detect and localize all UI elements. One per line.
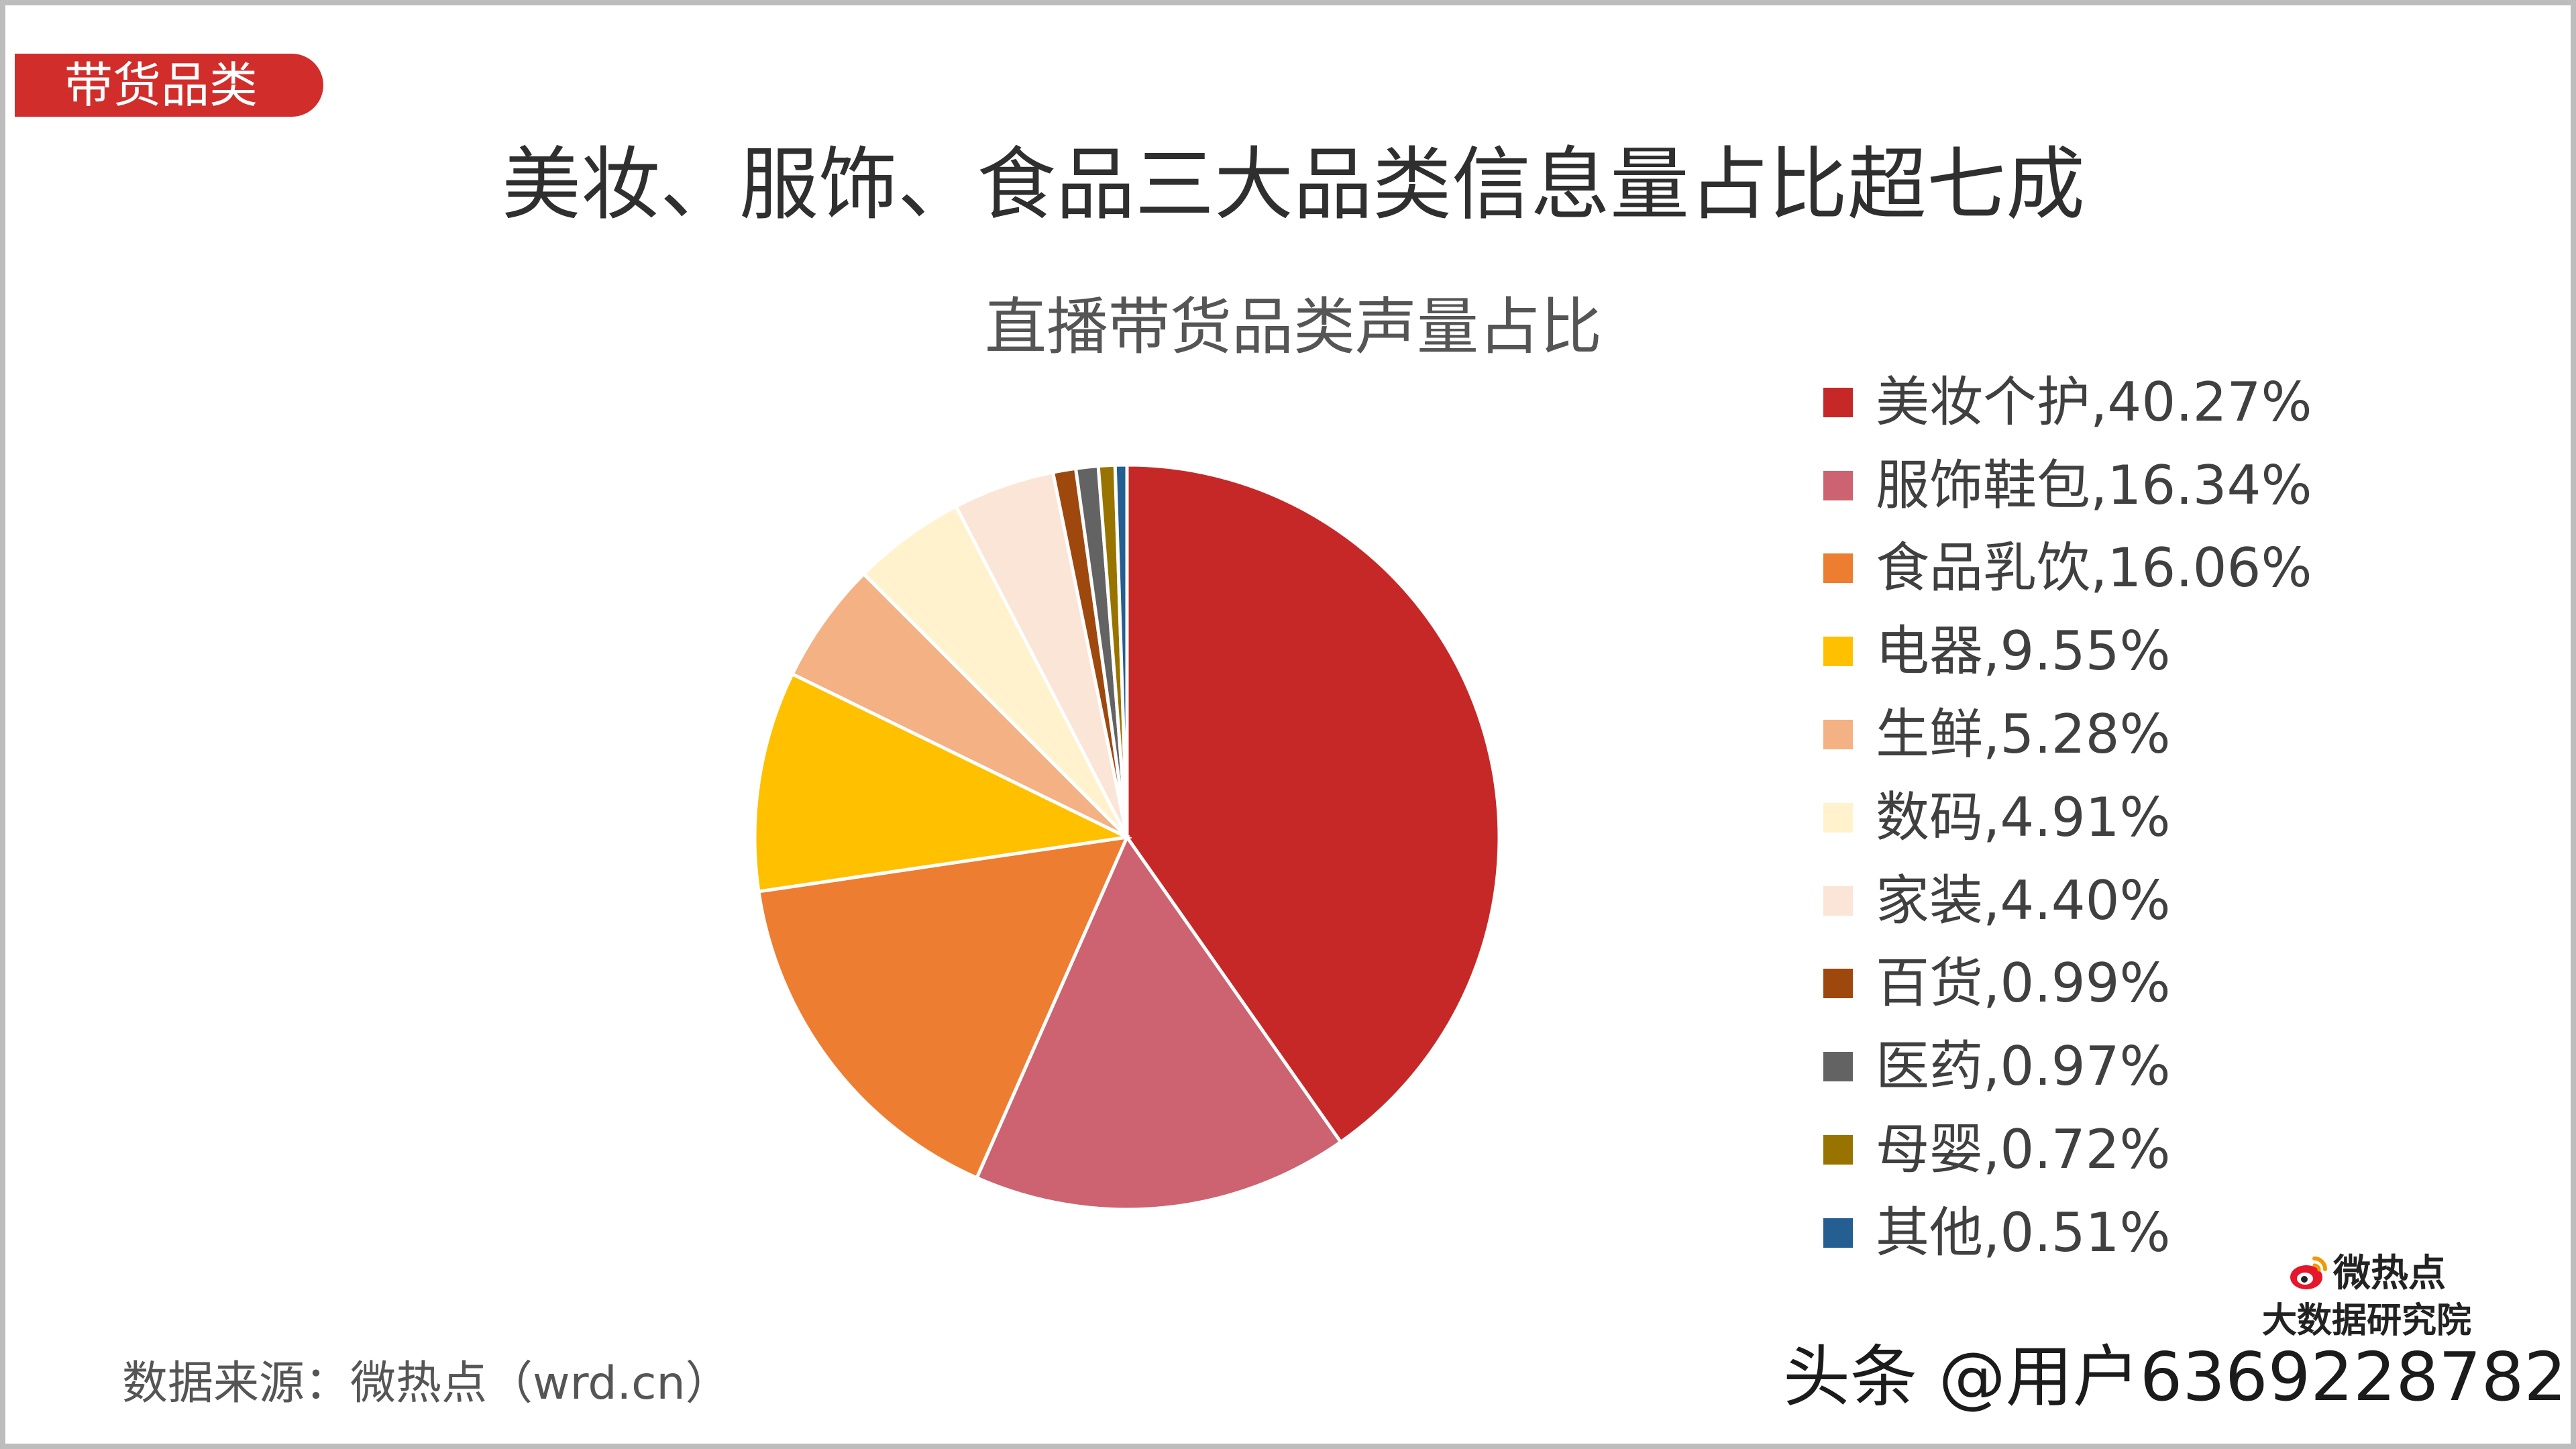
- legend-label: 电器,9.55%: [1876, 620, 2171, 683]
- pie-chart: [753, 463, 1501, 1212]
- pie-slice-1: [1125, 463, 1501, 1144]
- legend-label: 食品乳饮,16.06%: [1876, 537, 2312, 600]
- legend-swatch: [1823, 802, 1853, 833]
- legend-label: 服饰鞋包,16.34%: [1876, 453, 2312, 517]
- toutiao-watermark: 头条 @用户6369228782: [1783, 1338, 2567, 1416]
- legend-item: 美妆个护,40.27%: [1823, 361, 2427, 444]
- chart-title: 直播带货品类声量占比: [984, 291, 1602, 363]
- legend-item: 食品乳饮,16.06%: [1823, 527, 2427, 610]
- legend-label: 生鲜,5.28%: [1876, 703, 2171, 766]
- data-source-note: 数据来源：微热点（wrd.cn）: [122, 1357, 731, 1410]
- legend-swatch: [1823, 969, 1853, 999]
- legend-item: 家装,4.40%: [1823, 859, 2427, 943]
- legend-item: 生鲜,5.28%: [1823, 693, 2427, 776]
- pie-slice-3: [757, 835, 1130, 1181]
- legend-item: 其他,0.51%: [1823, 1191, 2427, 1275]
- legend-label: 数码,4.91%: [1876, 786, 2171, 849]
- pie-slice-6: [861, 504, 1129, 839]
- legend-swatch: [1823, 553, 1853, 584]
- legend-label: 百货,0.99%: [1876, 952, 2171, 1015]
- legend-swatch: [1823, 1052, 1853, 1082]
- chart-legend: 美妆个护,40.27% 服饰鞋包,16.34% 食品乳饮,16.06% 电器,9.55…: [1823, 361, 2427, 1275]
- slide-headline: 美妆、服饰、食品三大品类信息量占比超七成: [501, 138, 2085, 231]
- legend-item: 服饰鞋包,16.34%: [1823, 444, 2427, 527]
- legend-item: 数码,4.91%: [1823, 776, 2427, 859]
- legend-item: 百货,0.99%: [1823, 943, 2427, 1026]
- legend-label: 其他,0.51%: [1876, 1201, 2171, 1264]
- pie-slice-2: [974, 833, 1344, 1212]
- category-tag: 带货品类: [15, 54, 323, 117]
- brand-name-row: 微热点: [2288, 1250, 2446, 1298]
- legend-swatch: [1823, 1135, 1853, 1165]
- legend-label: 家装,4.40%: [1876, 869, 2171, 932]
- pie-slice-5: [790, 572, 1128, 839]
- brand-subtitle: 大数据研究院: [2261, 1301, 2471, 1341]
- legend-item: 医药,0.97%: [1823, 1025, 2427, 1108]
- brand-name: 微热点: [2333, 1252, 2446, 1295]
- weibo-eye-icon: [2290, 1256, 2327, 1289]
- pie-slice-4: [753, 672, 1133, 894]
- legend-item: 母婴,0.72%: [1823, 1108, 2427, 1191]
- pie-slice-11: [1113, 463, 1129, 838]
- category-tag-label: 带货品类: [64, 57, 258, 113]
- legend-label: 美妆个护,40.27%: [1876, 370, 2312, 433]
- legend-swatch: [1823, 637, 1853, 667]
- brand-logo: 微热点 大数据研究院: [2239, 1250, 2494, 1344]
- legend-swatch: [1823, 720, 1853, 750]
- legend-item: 电器,9.55%: [1823, 610, 2427, 693]
- legend-swatch: [1823, 470, 1853, 500]
- legend-label: 医药,0.97%: [1876, 1035, 2171, 1098]
- legend-swatch: [1823, 885, 1853, 916]
- legend-label: 母婴,0.72%: [1876, 1118, 2171, 1181]
- legend-swatch: [1823, 1218, 1853, 1248]
- legend-swatch: [1823, 387, 1853, 417]
